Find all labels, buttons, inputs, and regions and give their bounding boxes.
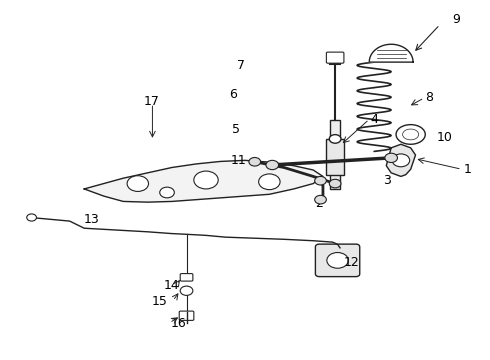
Bar <box>330 120 341 189</box>
Circle shape <box>315 176 326 185</box>
Circle shape <box>327 252 348 268</box>
Circle shape <box>385 153 397 162</box>
FancyBboxPatch shape <box>179 311 194 320</box>
Circle shape <box>160 187 174 198</box>
Circle shape <box>329 179 341 188</box>
Circle shape <box>127 176 148 192</box>
Text: 12: 12 <box>344 256 360 269</box>
Text: 14: 14 <box>164 279 179 292</box>
Circle shape <box>194 171 218 189</box>
Polygon shape <box>369 44 413 62</box>
FancyBboxPatch shape <box>316 244 360 276</box>
Circle shape <box>392 154 410 167</box>
Text: 4: 4 <box>370 113 378 126</box>
Text: 10: 10 <box>437 131 452 144</box>
FancyBboxPatch shape <box>180 274 193 281</box>
Bar <box>326 139 344 175</box>
Circle shape <box>329 135 341 143</box>
Ellipse shape <box>403 129 418 140</box>
Text: 11: 11 <box>230 154 246 167</box>
Text: 13: 13 <box>83 213 99 226</box>
Text: 5: 5 <box>232 123 240 136</box>
Text: 16: 16 <box>171 317 187 330</box>
Circle shape <box>315 195 326 204</box>
Text: 15: 15 <box>151 295 167 308</box>
Polygon shape <box>84 160 323 202</box>
Circle shape <box>266 160 279 170</box>
Text: 2: 2 <box>315 197 322 210</box>
Text: 8: 8 <box>425 91 433 104</box>
Text: 7: 7 <box>237 59 245 72</box>
Text: 3: 3 <box>383 174 391 186</box>
Text: 17: 17 <box>144 95 160 108</box>
FancyBboxPatch shape <box>326 52 344 63</box>
Text: 1: 1 <box>463 163 471 176</box>
Text: 9: 9 <box>452 13 460 26</box>
Circle shape <box>180 286 193 296</box>
Circle shape <box>249 157 261 166</box>
Circle shape <box>259 174 280 190</box>
Ellipse shape <box>396 125 425 144</box>
Circle shape <box>27 214 36 221</box>
Polygon shape <box>386 144 416 176</box>
Text: 6: 6 <box>229 88 237 101</box>
